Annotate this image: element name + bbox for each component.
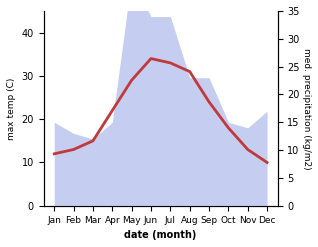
X-axis label: date (month): date (month) bbox=[124, 230, 197, 240]
Y-axis label: max temp (C): max temp (C) bbox=[7, 77, 16, 140]
Y-axis label: med. precipitation (kg/m2): med. precipitation (kg/m2) bbox=[302, 48, 311, 169]
